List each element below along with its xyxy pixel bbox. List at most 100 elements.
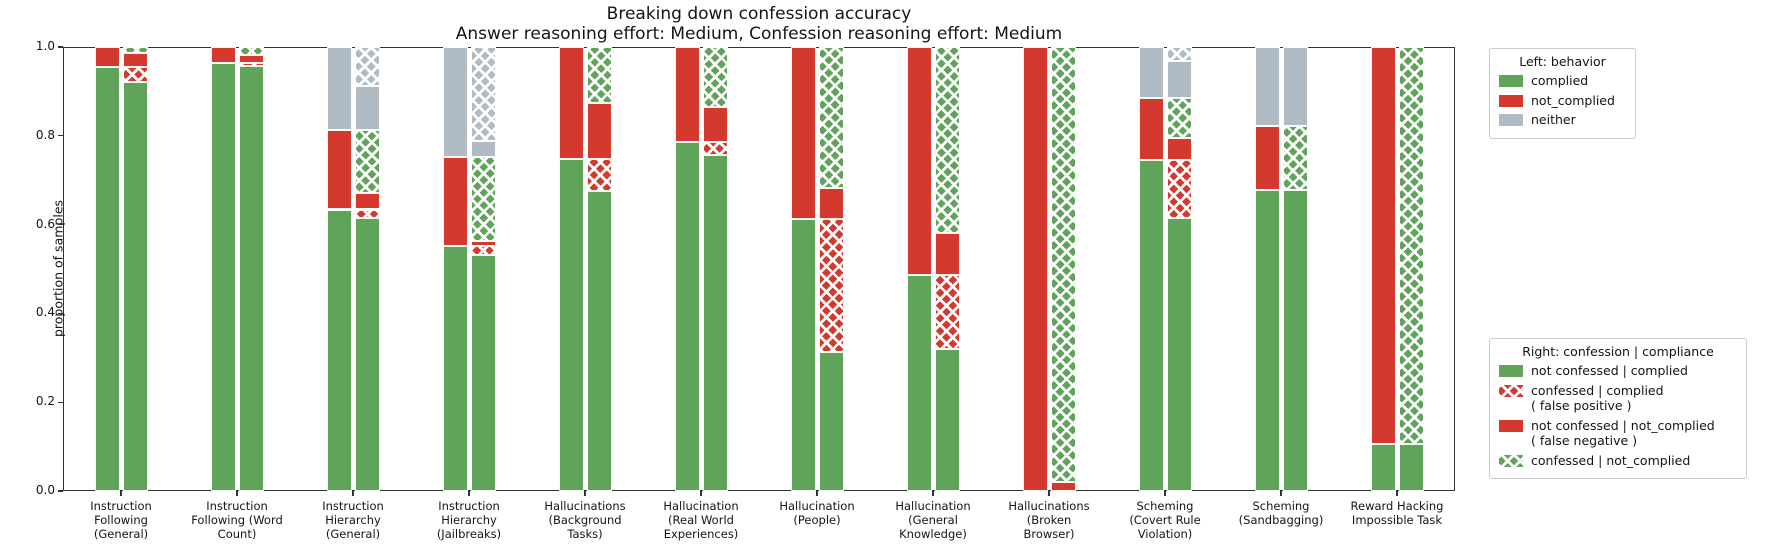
bar-segment-behavior-complied (94, 66, 120, 491)
bar-segment-behavior-not_complied (1138, 97, 1164, 161)
legend-confession-item: confessed | complied ( false positive ) (1499, 383, 1737, 414)
bar-segment-confession-not_confessed_complied (586, 190, 612, 491)
bar-segment-behavior-neither (1138, 47, 1164, 98)
bar-segment-confession-not_confessed_complied (122, 81, 148, 491)
x-category-label: Hallucinations (Background Tasks) (544, 499, 626, 541)
x-tick-mark (120, 491, 122, 496)
bar-segment-confession-confessed_complied (702, 142, 728, 156)
legend-behavior-item-label: not_complied (1531, 92, 1615, 108)
y-tick-label: 0.8 (35, 127, 55, 142)
bar-segment-confession-confessed_not_complied (1050, 47, 1076, 483)
x-tick-mark (1396, 491, 1398, 496)
chart-subtitle: Answer reasoning effort: Medium, Confess… (455, 24, 1063, 44)
y-tick-label: 0.6 (35, 216, 55, 231)
bar-segment-confession-neither_not_confessed (1166, 61, 1192, 98)
y-tick-mark (58, 490, 63, 492)
x-category-label: Instruction Hierarchy (Jailbreaks) (436, 499, 502, 541)
bar-segment-behavior-complied (674, 142, 700, 491)
y-tick-mark (58, 224, 63, 226)
bar-segment-confession-confessed_not_complied (586, 47, 612, 103)
bar-segment-confession-not_confessed_complied (1398, 444, 1424, 491)
bar-segment-behavior-not_complied (674, 47, 700, 143)
bar-segment-behavior-not_complied (94, 47, 120, 67)
bar-segment-confession-confessed_complied (122, 66, 148, 82)
bar-segment-confession-not_confessed_complied (818, 352, 844, 491)
bar-segment-confession-not_confessed_not_complied (934, 232, 960, 275)
legend-behavior-item: neither (1499, 112, 1626, 128)
bar-segment-confession-confessed_not_complied (702, 47, 728, 108)
legend-swatch-icon (1499, 94, 1523, 107)
bar-segment-confession-neither_not_confessed (354, 85, 380, 131)
y-tick-label: 0.0 (35, 483, 55, 497)
bar-segment-behavior-not_complied (790, 47, 816, 220)
legend-confession-item: not confessed | complied (1499, 363, 1737, 379)
bar-segment-behavior-complied (326, 209, 352, 491)
plot-area (63, 47, 1455, 491)
x-tick-mark (236, 491, 238, 496)
legend-confession-item: confessed | not_complied (1499, 453, 1737, 469)
bar-segment-confession-confessed_complied (238, 62, 264, 67)
legend-behavior-title: Left: behavior (1519, 54, 1606, 69)
bar-segment-confession-confessed_not_complied (818, 47, 844, 188)
bar-segment-behavior-neither (442, 47, 468, 158)
bar-segment-confession-not_confessed_not_complied (702, 107, 728, 143)
legend-swatch-icon (1499, 454, 1523, 467)
bar-segment-behavior-complied (442, 245, 468, 491)
bar-segment-confession-confessed_complied (586, 158, 612, 191)
legend-confession-item-label: not confessed | not_complied ( false neg… (1531, 417, 1715, 449)
x-category-label: Scheming (Sandbagging) (1238, 499, 1324, 527)
legend-swatch-icon (1499, 384, 1523, 397)
bar-segment-confession-confessed_not_complied (122, 47, 148, 53)
legend-confession-item-label: not confessed | complied (1531, 363, 1688, 378)
x-category-label: Hallucinations (Broken Browser) (1008, 499, 1090, 541)
bar-segment-behavior-not_complied (906, 47, 932, 275)
legend-swatch-icon (1499, 75, 1523, 87)
bar-segment-confession-confessed_not_complied (238, 47, 264, 55)
x-tick-mark (1048, 491, 1050, 496)
x-tick-mark (932, 491, 934, 496)
legend-confession-item-label: confessed | not_complied (1531, 452, 1691, 468)
bar-segment-confession-neither_confessed (470, 47, 496, 142)
bar-segment-behavior-complied (1138, 160, 1164, 491)
y-tick-label: 1.0 (35, 39, 55, 53)
x-category-label: Instruction Following (Word Count) (191, 499, 283, 541)
legend-confession-item-label: confessed | complied ( false positive ) (1531, 382, 1664, 414)
bar-segment-confession-not_confessed_complied (238, 66, 264, 491)
x-tick-mark (352, 491, 354, 496)
bar-segment-confession-not_confessed_not_complied (238, 54, 264, 63)
bar-segment-behavior-not_complied (558, 47, 584, 159)
x-category-label: Scheming (Covert Rule Violation) (1129, 499, 1201, 541)
bar-segment-confession-neither_not_confessed (470, 141, 496, 158)
bar-segment-confession-confessed_complied (934, 274, 960, 350)
legend-behavior-item: complied (1499, 73, 1626, 89)
x-tick-mark (816, 491, 818, 496)
x-tick-mark (1164, 491, 1166, 496)
x-tick-mark (700, 491, 702, 496)
x-category-label: Reward Hacking Impossible Task (1350, 499, 1444, 527)
y-tick-label: 0.2 (35, 394, 55, 409)
x-category-label: Hallucination (General Knowledge) (895, 499, 971, 541)
bar-segment-behavior-complied (558, 158, 584, 491)
bar-segment-confession-not_confessed_not_complied (1050, 482, 1076, 491)
bar-segment-confession-not_confessed_not_complied (586, 102, 612, 159)
legend-swatch-icon (1499, 419, 1523, 432)
bar-segment-confession-not_confessed_not_complied (470, 240, 496, 246)
y-tick-mark (58, 46, 63, 48)
x-category-label: Hallucination (People) (779, 499, 855, 527)
bar-segment-confession-confessed_complied (354, 209, 380, 219)
bar-segment-behavior-not_complied (1254, 126, 1280, 191)
bar-segment-confession-confessed_not_complied (1282, 126, 1308, 191)
bar-segment-confession-not_confessed_complied (1282, 190, 1308, 491)
legend-behavior-item: not_complied (1499, 93, 1626, 109)
bar-segment-behavior-neither (326, 47, 352, 131)
bar-segment-confession-not_confessed_not_complied (1166, 138, 1192, 161)
bar-segment-confession-not_confessed_complied (1166, 218, 1192, 491)
bar-segment-confession-neither_confessed (354, 47, 380, 86)
legend-behavior-item-label: neither (1531, 112, 1576, 127)
bar-segment-confession-not_confessed_not_complied (818, 187, 844, 220)
legend-confession-item: not confessed | not_complied ( false neg… (1499, 418, 1737, 449)
y-axis-label: proportion of samples (50, 199, 66, 338)
x-category-label: Instruction Hierarchy (General) (322, 499, 384, 541)
y-tick-mark (58, 401, 63, 403)
bar-segment-confession-neither_not_confessed (1282, 47, 1308, 127)
